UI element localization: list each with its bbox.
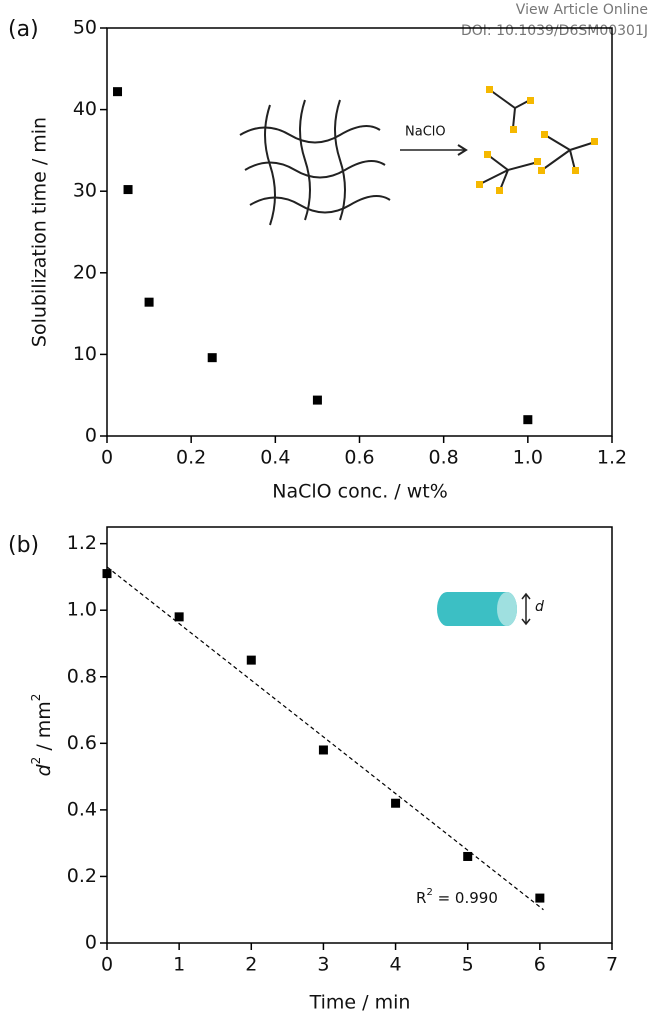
y-label-sup: 2: [29, 757, 43, 765]
x-axis-label: NaClO conc. / wt%: [272, 481, 448, 503]
x-tick-label: 0.4: [260, 447, 290, 469]
y-tick-label: 0.2: [67, 865, 97, 887]
plot-frame: [106, 526, 613, 944]
x-tick-label: 1.0: [513, 447, 543, 469]
watermark-line[interactable]: DOI: 10.1039/D6SM00301J: [461, 23, 648, 39]
panel-label: (b): [8, 533, 39, 558]
network-dots: [476, 86, 598, 194]
x-tick-label: 0.6: [344, 447, 374, 469]
x-tick-label: 7: [606, 954, 618, 976]
x-tick-label: 1.2: [597, 447, 627, 469]
y-tick-label: 10: [73, 343, 97, 365]
y-tick-label: 1.2: [67, 532, 97, 554]
y-tick-label: 50: [73, 17, 97, 39]
x-tick-label: 3: [317, 954, 329, 976]
x-tick-label: 4: [390, 954, 402, 976]
data-point: [535, 893, 545, 903]
data-point: [113, 87, 123, 97]
data-point: [391, 798, 401, 808]
data-point: [207, 353, 217, 363]
annotation: R2 = 0.990: [416, 887, 498, 907]
x-tick-label: 2: [245, 954, 257, 976]
y-tick-label: 0.8: [67, 665, 97, 687]
x-tick-label: 0: [101, 954, 113, 976]
y-label-symbol: d: [33, 763, 55, 776]
data-point: [312, 395, 322, 405]
y-label-sup: 2: [29, 694, 43, 702]
cylinder-inset: [437, 592, 531, 626]
x-tick-label: 5: [462, 954, 474, 976]
annotation-symbol: R: [416, 889, 426, 907]
y-label-unit: / mm: [33, 701, 55, 757]
y-tick-label: 0.4: [67, 798, 97, 820]
annotation-text: = 0.990: [433, 889, 498, 907]
inset-label: NaClO: [405, 125, 446, 140]
x-tick-label: 1: [173, 954, 185, 976]
x-tick-label: 0: [101, 447, 113, 469]
data-point: [318, 745, 328, 755]
data-point: [246, 655, 256, 665]
x-tick-label: 0.2: [176, 447, 206, 469]
y-tick-label: 1.0: [67, 599, 97, 621]
watermark-line[interactable]: View Article Online: [516, 2, 648, 18]
y-tick-label: 20: [73, 261, 97, 283]
network-inset: [239, 89, 596, 226]
y-tick-label: 30: [73, 180, 97, 202]
data-point: [102, 569, 112, 579]
data-point: [523, 415, 533, 425]
data-point: [123, 185, 133, 195]
annotation-sup: 2: [426, 887, 432, 898]
y-tick-label: 0: [85, 932, 97, 954]
x-tick-label: 0.8: [429, 447, 459, 469]
y-tick-label: 0: [85, 425, 97, 447]
plot-frame: [106, 27, 613, 437]
data-point: [463, 851, 473, 861]
y-tick-label: 40: [73, 98, 97, 120]
y-axis-label: Solubilization time / min: [29, 117, 51, 347]
data-point: [144, 297, 154, 307]
data-point: [174, 612, 184, 622]
inset-label: d: [535, 599, 544, 615]
x-tick-label: 6: [534, 954, 546, 976]
panel-label: (a): [8, 17, 39, 42]
x-axis-label: Time / min: [309, 992, 411, 1014]
y-tick-label: 0.6: [67, 732, 97, 754]
y-axis-label: d2 / mm2: [29, 694, 55, 777]
